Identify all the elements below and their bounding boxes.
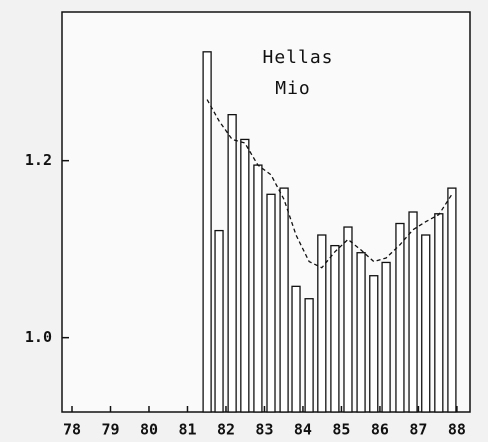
x-tick-label: 84 [294, 421, 312, 439]
x-tick-label: 79 [101, 421, 119, 439]
x-tick-label: 83 [255, 421, 273, 439]
y-tick-label: 1.0 [25, 328, 52, 346]
bar [202, 51, 212, 413]
x-tick-label: 87 [409, 421, 427, 439]
bar [395, 222, 405, 413]
bar [434, 213, 444, 413]
bar [381, 261, 391, 413]
x-tick-label: 88 [448, 421, 466, 439]
chart-title: Mio [275, 78, 311, 99]
x-tick-label: 82 [217, 421, 235, 439]
bar [369, 275, 379, 413]
bar [356, 252, 366, 413]
chart-title: Hellas [262, 47, 333, 68]
x-tick-label: 85 [332, 421, 350, 439]
bar [421, 234, 431, 413]
bar [227, 114, 237, 413]
x-tick-label: 78 [63, 421, 81, 439]
bar [447, 187, 457, 413]
bar [343, 226, 353, 413]
bar [291, 285, 301, 413]
bar [304, 298, 314, 413]
x-tick-label: 86 [371, 421, 389, 439]
bar [214, 229, 224, 413]
bar [240, 138, 250, 413]
bar [266, 193, 276, 413]
x-tick-label: 80 [140, 421, 158, 439]
bar [317, 234, 327, 413]
bar [408, 211, 418, 413]
x-tick-label: 81 [178, 421, 196, 439]
bar [330, 244, 340, 413]
bar [279, 187, 289, 413]
y-tick-label: 1.2 [25, 151, 52, 169]
bar [253, 164, 263, 413]
trend-line [206, 99, 453, 269]
